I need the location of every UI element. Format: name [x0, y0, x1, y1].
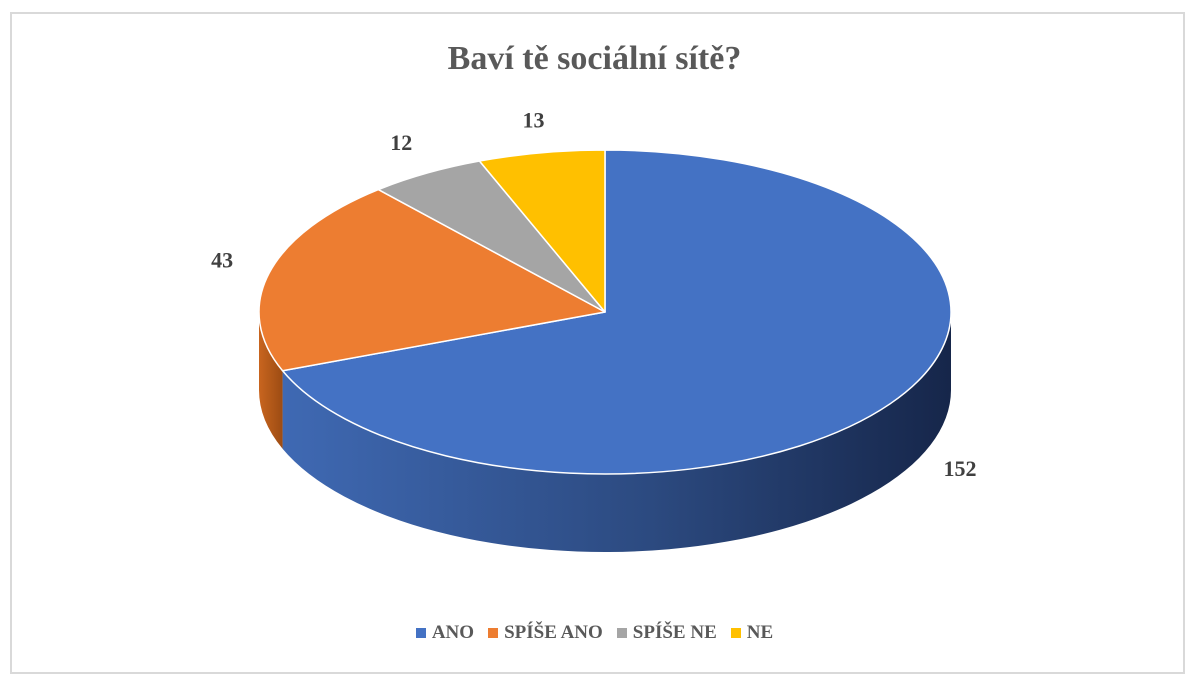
- pie-tops: [258, 149, 952, 475]
- legend-swatch: [616, 628, 627, 638]
- pie-sides: [259, 312, 952, 552]
- legend-swatch: [730, 628, 741, 638]
- pie-slice-ano: [281, 149, 952, 475]
- legend-item-ne: NE: [730, 622, 774, 644]
- legend-swatch: [415, 628, 426, 638]
- data-label-ne: 13: [523, 108, 545, 133]
- data-label-ano: 152: [944, 456, 977, 481]
- legend-item-spíše-ne: SPÍŠE NE: [616, 622, 717, 644]
- legend-label: SPÍŠE ANO: [504, 622, 603, 643]
- legend-label: SPÍŠE NE: [632, 622, 717, 643]
- legend-item-ano: ANO: [415, 622, 475, 644]
- legend-label: ANO: [431, 622, 475, 643]
- pie-labels: 152 43 12 13: [211, 108, 976, 481]
- pie-slice-ne: [478, 149, 606, 313]
- legend-swatch: [488, 628, 499, 638]
- legend-item-spíše-ano: SPÍŠE ANO: [488, 622, 603, 644]
- legend: ANO SPÍŠE ANO SPÍŠE NE NE: [0, 622, 1189, 644]
- legend-label: NE: [746, 622, 774, 643]
- data-label-spíše-ano: 43: [211, 248, 233, 273]
- data-label-spíše-ne: 12: [390, 130, 412, 155]
- pie-slice-spíše-ano: [258, 188, 606, 372]
- pie-side-ano: [282, 312, 952, 552]
- pie-side-spíše-ano: [259, 312, 283, 449]
- chart-title: Baví tě sociální sítě?: [447, 40, 742, 77]
